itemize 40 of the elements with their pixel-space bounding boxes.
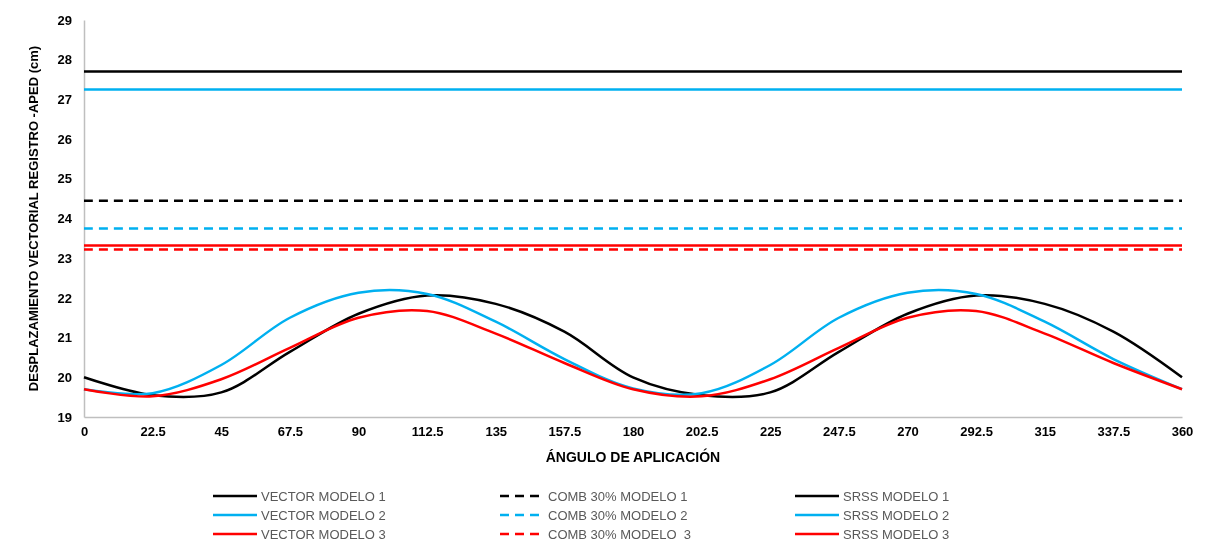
legend-label: COMB 30% MODELO 3 (548, 527, 692, 542)
legend-label: SRSS MODELO 3 (843, 527, 950, 542)
y-tick-label: 26 (57, 131, 72, 147)
x-tick-label: 180 (622, 424, 645, 440)
y-tick-label: 22 (57, 290, 72, 306)
x-tick-label: 270 (897, 424, 919, 440)
x-tick-label: 315 (1034, 424, 1057, 440)
x-tick-label: 90 (351, 424, 367, 440)
y-tick-label: 27 (57, 92, 72, 108)
y-tick-label: 25 (57, 171, 72, 187)
line-series (82, 308, 1184, 398)
x-tick-label: 157.5 (548, 424, 582, 440)
x-tick-label: 360 (1171, 424, 1194, 440)
legend-label: COMB 30% MODELO 1 (548, 489, 688, 504)
x-tick-label: 0 (80, 424, 89, 440)
x-tick-label: 22.5 (140, 424, 166, 440)
y-tick-label: 29 (57, 12, 72, 28)
x-tick-label: 112.5 (411, 424, 444, 440)
y-tick-label: 20 (57, 369, 72, 385)
y-tick-label: 23 (57, 250, 72, 266)
x-tick-label: 247.5 (823, 424, 856, 440)
x-axis-title: ÁNGULO DE APLICACIÓN (545, 448, 721, 465)
x-tick-label: 202.5 (685, 424, 719, 440)
y-axis-title: DESPLAZAMIENTO VECTORIAL REGISTRO -APED (cm) (26, 45, 41, 392)
x-tick-label: 337.5 (1097, 424, 1131, 440)
y-tick-label: 28 (57, 52, 72, 68)
x-tick-label: 67.5 (277, 424, 304, 440)
x-tick-label: 225 (759, 424, 782, 440)
y-tick-label: 21 (57, 330, 72, 346)
y-tick-label: 24 (57, 211, 73, 227)
legend-label: VECTOR MODELO 3 (261, 527, 386, 542)
legend-label: VECTOR MODELO 1 (261, 489, 386, 504)
x-tick-label: 45 (214, 424, 229, 440)
legend-label: SRSS MODELO 1 (843, 489, 950, 504)
legend-label: SRSS MODELO 2 (843, 508, 950, 523)
legend-label: COMB 30% MODELO 2 (548, 508, 688, 523)
x-tick-label: 292.5 (960, 424, 993, 440)
y-tick-label: 19 (57, 409, 72, 425)
x-tick-label: 135 (485, 424, 508, 440)
legend-label: VECTOR MODELO 2 (261, 508, 386, 523)
